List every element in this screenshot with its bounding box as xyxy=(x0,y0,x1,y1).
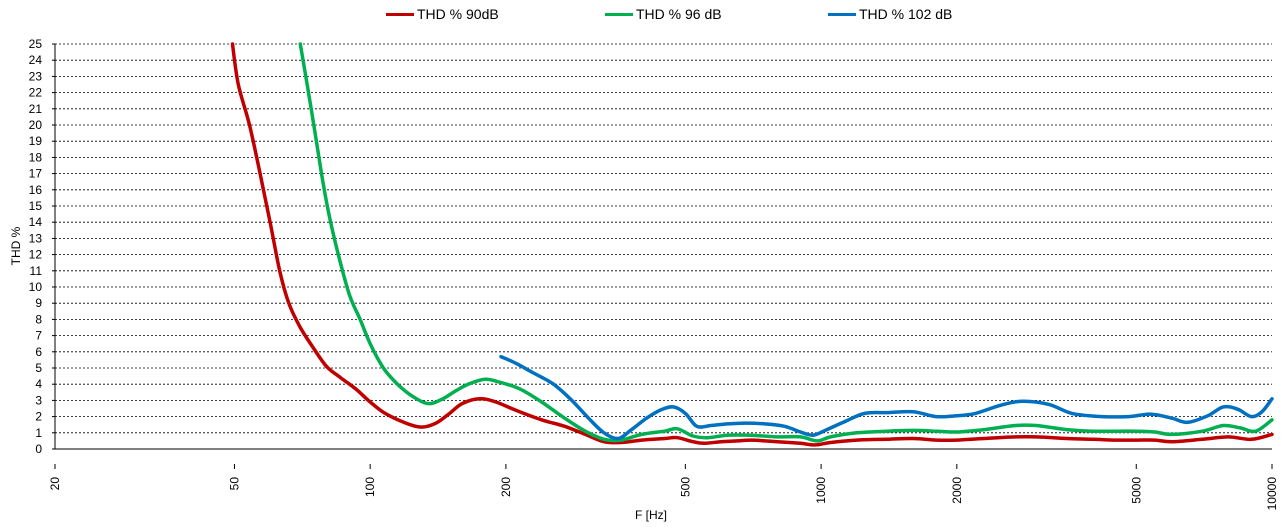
x-axis-label: F [Hz] xyxy=(635,508,667,522)
x-tick-label-5000: 5000 xyxy=(1129,477,1143,504)
x-tick-label-200: 200 xyxy=(499,477,513,497)
legend-label-90db: THD % 90dB xyxy=(417,6,499,22)
y-tick-label-4: 4 xyxy=(35,377,42,391)
series-line-102db xyxy=(499,354,1274,441)
y-tick-label-9: 9 xyxy=(35,296,42,310)
y-tick-label-12: 12 xyxy=(29,248,43,262)
legend-item-96db: THD % 96 dB xyxy=(605,6,722,22)
y-tick-label-18: 18 xyxy=(29,150,43,164)
y-tick-label-17: 17 xyxy=(29,167,43,181)
y-tick-label-19: 19 xyxy=(29,134,43,148)
y-tick-label-7: 7 xyxy=(35,329,42,343)
y-tick-label-25: 25 xyxy=(29,37,43,51)
legend-item-102db: THD % 102 dB xyxy=(828,6,952,22)
x-tick-label-50: 50 xyxy=(227,477,241,491)
y-tick-label-20: 20 xyxy=(29,118,43,132)
series-lines xyxy=(230,42,1274,447)
y-tick-label-23: 23 xyxy=(29,69,43,83)
legend-item-90db: THD % 90dB xyxy=(386,6,499,22)
y-tick-labels: 0123456789101112131415161718192021222324… xyxy=(29,37,43,456)
grid-lines xyxy=(52,43,1272,450)
y-tick-label-10: 10 xyxy=(29,280,43,294)
y-tick-label-15: 15 xyxy=(29,199,43,213)
y-tick-label-14: 14 xyxy=(29,215,43,229)
legend-swatch-102db xyxy=(828,12,856,16)
y-tick-label-6: 6 xyxy=(35,345,42,359)
legend-swatch-96db xyxy=(605,12,633,16)
y-tick-label-16: 16 xyxy=(29,183,43,197)
y-tick-label-2: 2 xyxy=(35,410,42,424)
y-tick-label-22: 22 xyxy=(29,86,43,100)
legend-label-102db: THD % 102 dB xyxy=(859,6,953,22)
y-tick-label-13: 13 xyxy=(29,231,43,245)
x-tick-label-2000: 2000 xyxy=(950,477,964,504)
y-tick-label-11: 11 xyxy=(30,264,43,278)
x-tick-label-20: 20 xyxy=(48,477,62,491)
series-line-90db xyxy=(230,42,1274,447)
y-tick-label-24: 24 xyxy=(29,53,43,67)
y-tick-label-1: 1 xyxy=(35,426,42,440)
y-tick-label-8: 8 xyxy=(35,312,42,326)
legend-swatch-90db xyxy=(386,12,414,16)
x-tick-label-500: 500 xyxy=(678,477,692,497)
series-line-96db xyxy=(298,42,1274,443)
y-tick-label-21: 21 xyxy=(29,102,43,116)
x-tick-label-10000: 10000 xyxy=(1265,477,1279,511)
legend: THD % 90dB THD % 96 dB THD % 102 dB xyxy=(0,6,1285,26)
x-tick-label-100: 100 xyxy=(363,477,377,497)
legend-label-96db: THD % 96 dB xyxy=(636,6,722,22)
y-tick-label-5: 5 xyxy=(35,361,42,375)
y-tick-label-3: 3 xyxy=(35,393,42,407)
y-axis-label: THD % xyxy=(9,226,23,265)
x-tick-labels: 20 50 100 200 500 1000 2000 5000 10000 xyxy=(48,464,1279,510)
y-tick-label-0: 0 xyxy=(35,442,42,456)
x-tick-label-1000: 1000 xyxy=(814,477,828,504)
